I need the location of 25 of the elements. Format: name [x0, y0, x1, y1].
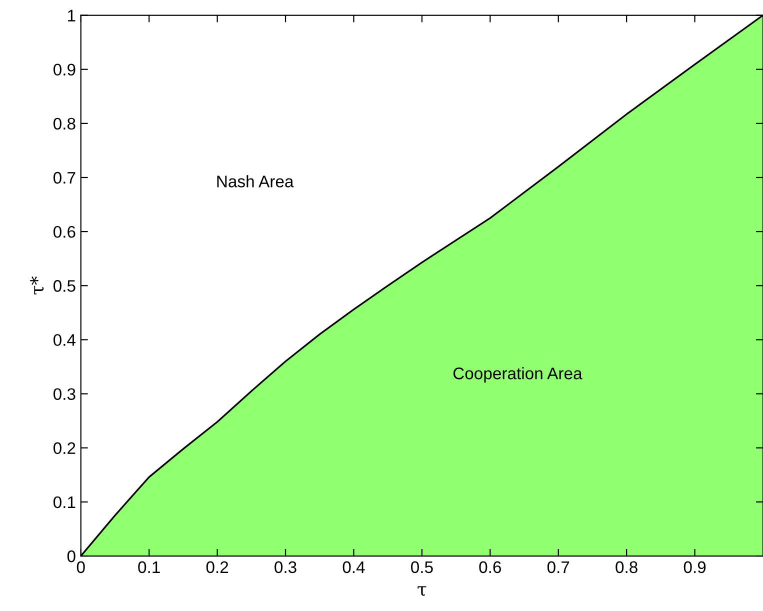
annotation: Cooperation Area [453, 367, 582, 383]
y-tick-label: 0.4 [54, 334, 76, 346]
y-tick-label: 0.7 [54, 172, 76, 184]
y-tick-label: 0.5 [54, 280, 76, 292]
x-tick-label: 0.8 [616, 561, 638, 574]
y-tick-label: 0.6 [54, 226, 76, 238]
y-tick-label: 0.3 [54, 388, 76, 400]
x-axis-title: τ [418, 586, 426, 596]
x-tick-label: 0.1 [138, 561, 160, 574]
x-tick-label: 0.4 [342, 561, 365, 574]
y-tick-label: 0.2 [54, 442, 76, 454]
x-tick-label: 0.3 [274, 561, 296, 574]
x-tick-label: 0.6 [479, 561, 502, 574]
x-tick-label: 0.7 [547, 561, 570, 574]
y-tick-label: 0.8 [54, 118, 76, 130]
y-tick-label: 0.9 [54, 64, 76, 76]
x-tick-label: 0.9 [684, 561, 706, 574]
y-tick-label: 1 [68, 10, 76, 22]
x-tick-label: 0.2 [206, 561, 228, 574]
y-tick-label: 0 [67, 550, 76, 562]
annotation: Nash Area [217, 175, 294, 188]
x-tick-label: 0 [76, 561, 85, 574]
y-axis-title: τ* [30, 276, 44, 294]
x-tick-label: 0.5 [411, 561, 433, 574]
y-tick-label: 0.1 [54, 496, 76, 508]
